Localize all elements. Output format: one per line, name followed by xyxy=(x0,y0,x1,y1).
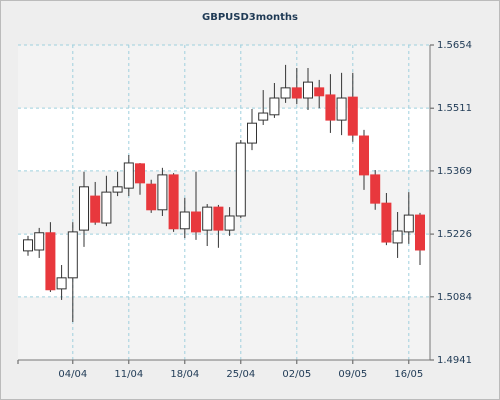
candle-up xyxy=(303,81,313,99)
candle-up xyxy=(258,112,269,121)
candle-up xyxy=(336,97,347,121)
x-tick-label: 25/04 xyxy=(226,369,255,380)
y-tick-label: 1.5084 xyxy=(437,292,472,303)
x-tick-label: 11/04 xyxy=(114,369,143,380)
candle-down xyxy=(314,87,325,97)
candle-down xyxy=(191,211,201,233)
band xyxy=(18,45,430,109)
band xyxy=(18,296,430,360)
candle-up xyxy=(112,186,123,193)
y-tick-label: 1.4941 xyxy=(437,355,472,366)
candle-up xyxy=(247,122,257,144)
y-tick-label: 1.5511 xyxy=(437,103,472,114)
x-tick-label: 02/05 xyxy=(282,369,311,380)
x-tick-label: 09/05 xyxy=(338,369,367,380)
candle-down xyxy=(381,202,392,243)
candle-up xyxy=(56,277,67,290)
chart-title: GBPUSD3months xyxy=(202,12,298,23)
candle-up xyxy=(79,186,89,231)
candle-up xyxy=(280,87,291,99)
candle-down xyxy=(90,195,101,223)
candle-up xyxy=(392,230,403,244)
candle-down xyxy=(168,174,179,230)
candle-up xyxy=(34,232,45,251)
candle-down xyxy=(135,163,145,184)
candle-up xyxy=(202,206,213,231)
y-tick-label: 1.5226 xyxy=(437,229,472,240)
candle-down xyxy=(45,232,56,291)
x-tick-label: 18/04 xyxy=(170,369,199,380)
x-tick-label: 16/05 xyxy=(394,369,423,380)
candle-up xyxy=(179,211,190,230)
candle-up xyxy=(123,162,134,189)
x-tick-label: 04/04 xyxy=(58,369,87,380)
candle-down xyxy=(359,135,369,176)
candle-up xyxy=(224,215,235,231)
candle-up xyxy=(269,97,280,116)
candle-down xyxy=(415,214,425,251)
candle-down xyxy=(213,206,224,231)
candle-down xyxy=(146,183,157,211)
candle-up xyxy=(403,214,414,233)
candle-up xyxy=(235,142,246,217)
y-tick-label: 1.5654 xyxy=(437,40,472,51)
candle-up xyxy=(157,174,168,211)
y-tick-label: 1.5369 xyxy=(437,166,472,177)
candle-down xyxy=(291,87,302,99)
candle-up xyxy=(101,191,112,224)
candle-up xyxy=(67,231,78,279)
candle-down xyxy=(370,174,381,204)
candle-down xyxy=(325,94,336,121)
candle-up xyxy=(23,239,33,252)
candle-down xyxy=(347,96,358,136)
